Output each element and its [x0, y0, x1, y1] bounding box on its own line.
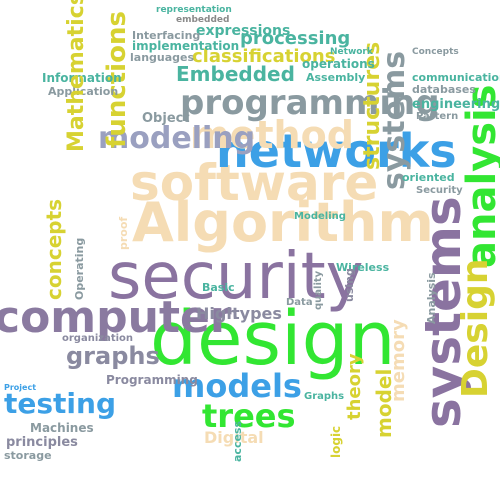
word-interfacing: Interfacing: [132, 29, 201, 42]
word-storage: storage: [4, 449, 52, 462]
word-digital: Digital: [204, 428, 264, 447]
word-analysis-small: Analysis: [425, 272, 438, 324]
word-embedded: Embedded: [176, 62, 295, 86]
word-systems-mid: systems: [377, 50, 412, 190]
word-models: models: [172, 367, 302, 405]
word-communication: communication: [412, 71, 500, 84]
word-oriented: oriented: [402, 171, 455, 184]
word-memory: memory: [388, 319, 409, 402]
word-mathematics: Mathematics: [64, 0, 89, 152]
word-method: method: [190, 113, 354, 157]
word-networks: networks: [216, 124, 457, 178]
word-pattern: Pattern: [416, 111, 459, 122]
word-assembly: Assembly: [306, 71, 366, 84]
word-computer: computer: [0, 292, 232, 343]
word-graphs-small: Graphs: [304, 391, 345, 402]
word-machines: Machines: [30, 421, 94, 435]
word-principles: principles: [6, 435, 78, 450]
word-implementation: implementation: [132, 39, 240, 53]
word-modeling: modeling: [98, 121, 256, 156]
word-engineering: engineering: [412, 97, 500, 112]
word-quality: quality: [313, 270, 324, 310]
word-operations: operations: [302, 57, 375, 71]
word-types: types: [232, 304, 282, 323]
word-security: security: [108, 240, 364, 314]
word-processing: processing: [240, 28, 351, 49]
word-object: Object: [142, 111, 190, 126]
word-design: design: [150, 296, 396, 382]
word-information: Information: [42, 71, 122, 85]
word-project: Project: [4, 383, 37, 392]
word-trees: trees: [202, 397, 296, 435]
word-theory: theory: [344, 353, 365, 420]
word-databases: databases: [412, 83, 476, 96]
word-proof: proof: [117, 216, 130, 250]
word-classifications: classifications: [192, 46, 336, 67]
word-network: Network: [330, 47, 373, 57]
word-logic: logic: [329, 425, 343, 458]
word-design-vertical: Design: [455, 258, 496, 398]
word-using: using: [343, 268, 356, 302]
word-programming: programming: [180, 83, 440, 123]
word-security-small: Security: [416, 185, 463, 196]
word-expressions: expressions: [196, 23, 291, 39]
word-organization: organization: [62, 333, 134, 344]
word-operating: Operating: [73, 237, 86, 300]
word-algorithm: Algorithm: [132, 191, 434, 254]
word-access: access: [231, 420, 244, 462]
word-modeling-small: Modeling: [294, 211, 346, 222]
word-embedded-small: embedded: [176, 15, 230, 25]
word-software: software: [130, 154, 379, 212]
word-testing: testing: [4, 387, 116, 420]
word-basic: Basic: [202, 281, 235, 294]
word-data: Data: [286, 297, 313, 308]
word-languages: languages: [130, 51, 195, 64]
word-concepts-left: concepts: [42, 198, 66, 300]
word-programming-small: Programming: [106, 373, 198, 387]
word-application: Application: [48, 85, 119, 98]
word-high: High: [196, 304, 238, 323]
word-wireless: Wireless: [336, 261, 390, 274]
word-representation: representation: [156, 5, 232, 15]
word-concepts-right: Concepts: [412, 47, 459, 57]
word-graphs: graphs: [66, 342, 160, 370]
